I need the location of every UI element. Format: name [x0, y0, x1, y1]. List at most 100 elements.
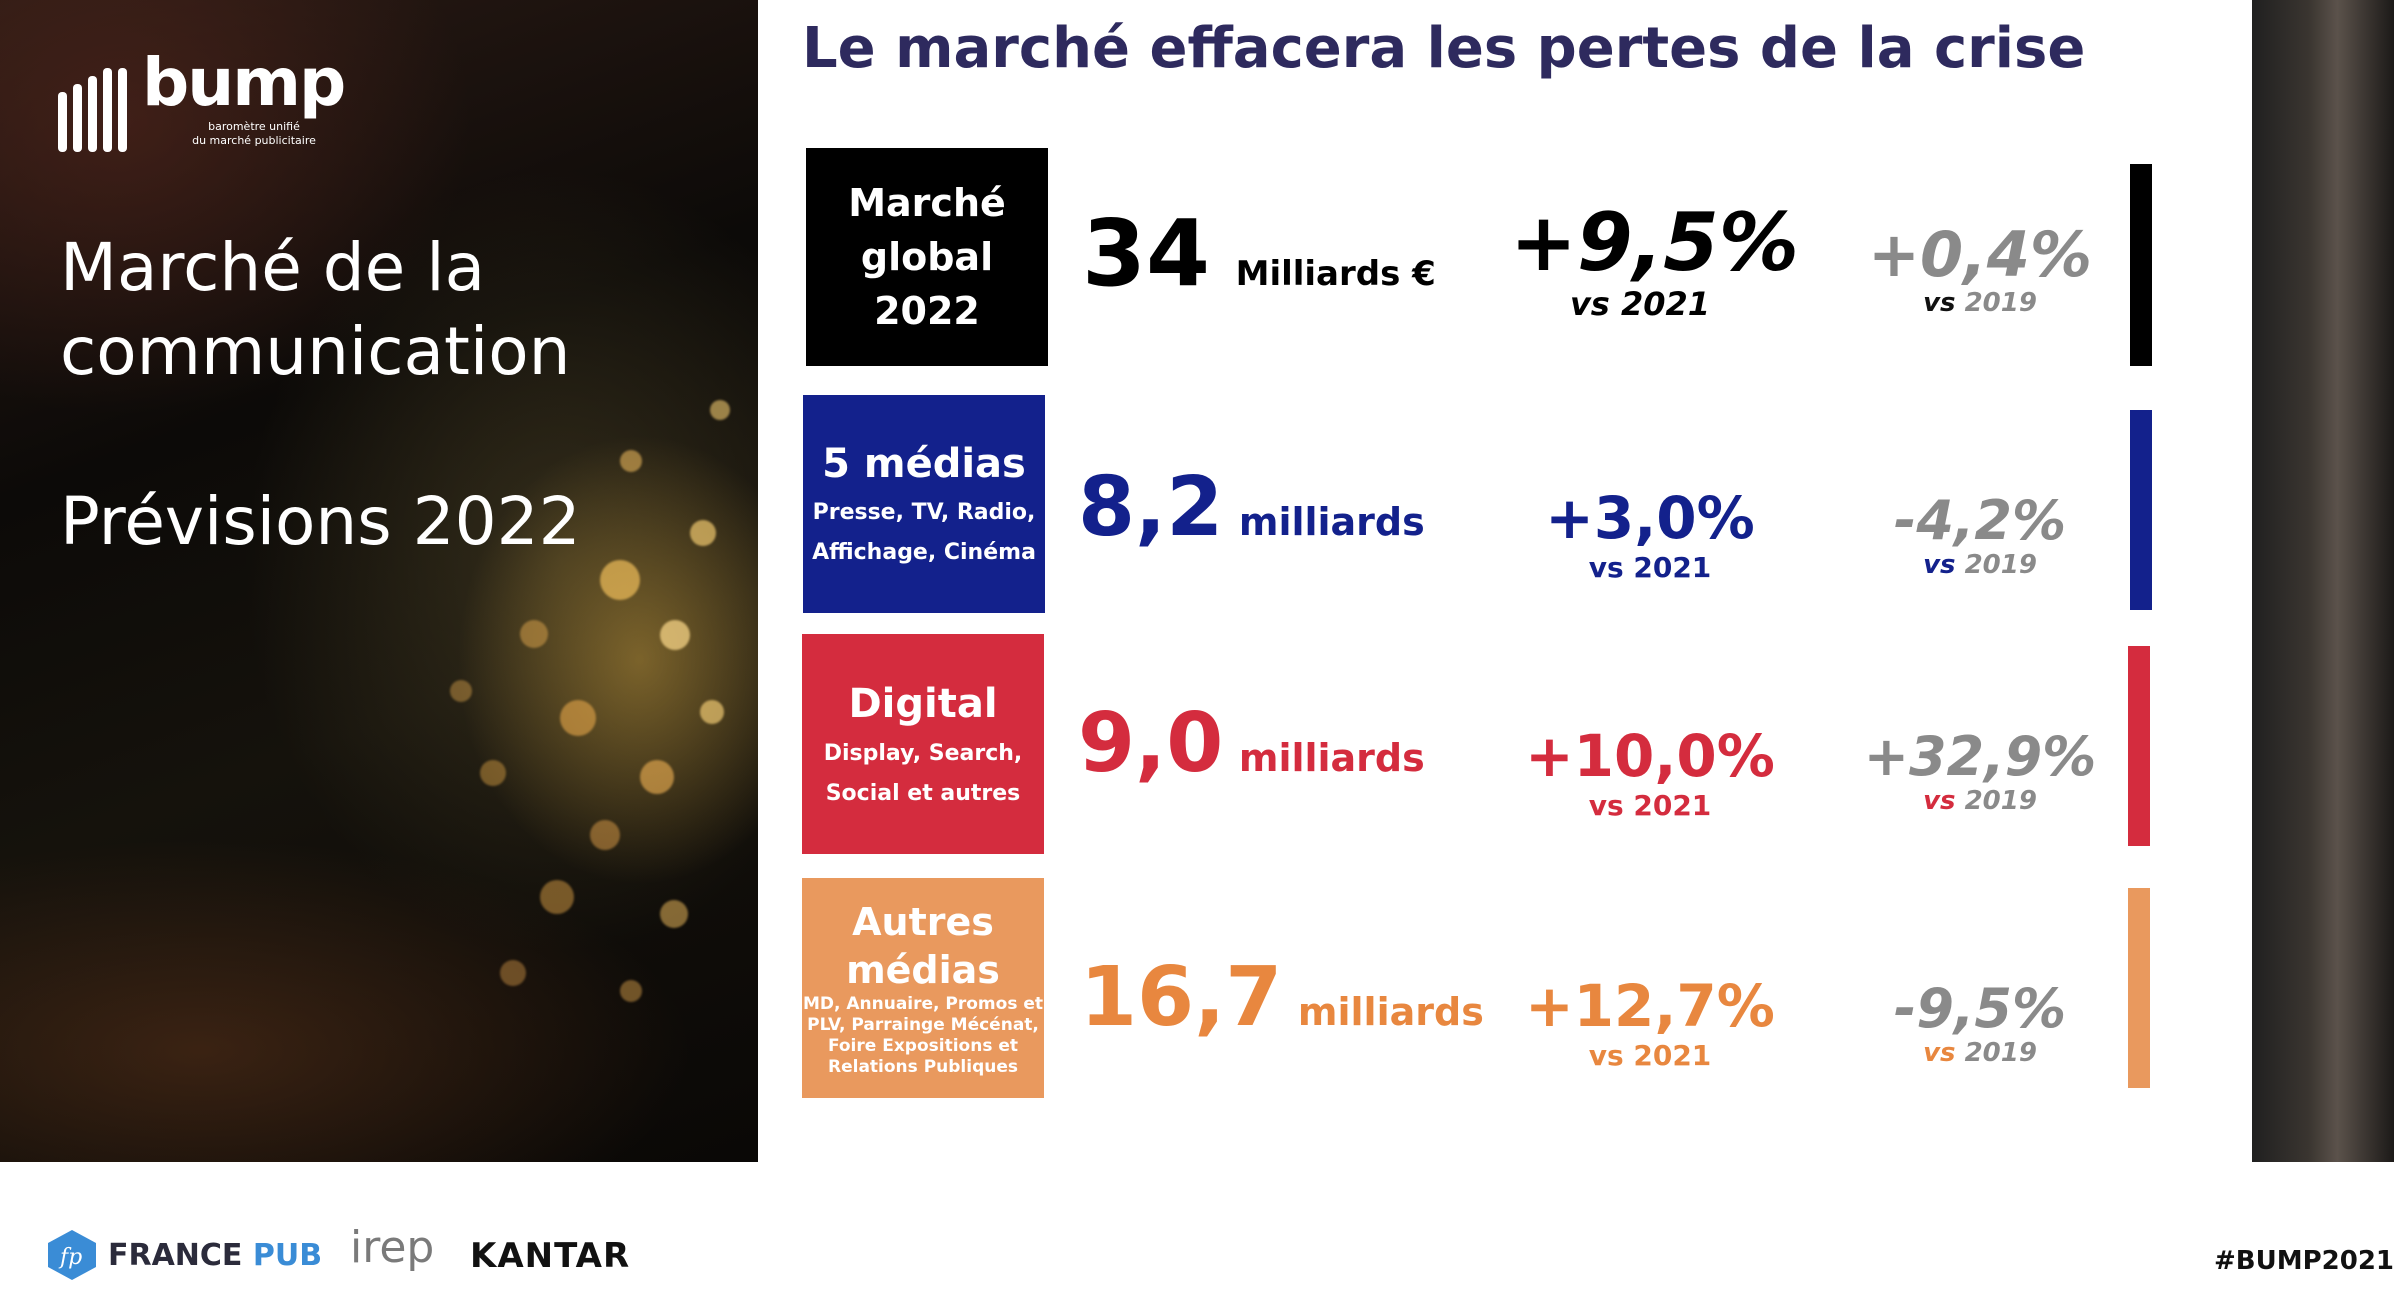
value-number: 34: [1082, 200, 1211, 307]
accent-bar-5-medias: [2130, 410, 2152, 610]
left-heading-line1: Marché de la: [60, 229, 486, 306]
bokeh-light: [520, 620, 548, 648]
change-label: vs 2019: [1840, 786, 2120, 816]
category-box-sub1: MD, Annuaire, Promos et: [802, 994, 1044, 1014]
fp-mark-text: fp: [58, 1245, 82, 1270]
category-box-sub1: Presse, TV, Radio,: [812, 500, 1036, 525]
bokeh-light: [690, 520, 716, 546]
irep-logo: irep: [350, 1222, 435, 1273]
change-label: vs 2021: [1569, 285, 1711, 323]
value-number: 16,7: [1080, 950, 1283, 1045]
category-box-line1: Marché: [848, 181, 1006, 225]
change-value: +10,0%: [1525, 722, 1775, 790]
bokeh-light: [660, 620, 690, 650]
vs-year: 2019: [1964, 786, 2037, 816]
category-box-sub3: Foire Expositions et: [827, 1036, 1019, 1056]
value-unit: milliards: [1238, 736, 1425, 780]
right-photo-strip: [2252, 0, 2394, 1162]
bokeh-light: [620, 980, 642, 1002]
left-heading: Marché de la communication: [60, 226, 570, 394]
bokeh-light: [500, 960, 526, 986]
change-label: vs 2019: [1840, 288, 2120, 318]
value-digital: 9,0 milliards: [1078, 696, 1425, 791]
change-vs-2021-digital: +10,0% vs 2021: [1510, 724, 1790, 824]
value-unit: milliards: [1297, 990, 1484, 1034]
change-vs-2019-global: +0,4% vs 2019: [1840, 218, 2120, 319]
change-vs-2021-global: +9,5% vs 2021: [1510, 196, 1799, 323]
kantar-logo: KANTAR: [470, 1236, 631, 1276]
value-autres-medias: 16,7 milliards: [1080, 950, 1484, 1045]
category-box-title: 5 médias: [822, 441, 1026, 487]
bokeh-light: [540, 880, 574, 914]
change-vs-2019-autres-medias: -9,5% vs 2019: [1840, 977, 2120, 1069]
value-unit: Milliards €: [1235, 254, 1436, 294]
change-value: +32,9%: [1863, 725, 2097, 788]
change-label: vs 2021: [1588, 551, 1712, 584]
accent-bar-global: [2130, 164, 2152, 366]
category-box-sub1: Display, Search,: [823, 741, 1023, 766]
bump-bars-icon: [58, 68, 127, 152]
category-box-line2: global: [860, 235, 994, 279]
category-box-title: Digital: [848, 681, 998, 727]
france-pub-logo: FRANCE PUB: [108, 1238, 322, 1273]
category-box-line3: 2022: [874, 289, 980, 333]
left-subheading: Prévisions 2022: [60, 483, 581, 560]
value-number: 9,0: [1078, 696, 1224, 791]
logo-wordmark: bump: [142, 44, 346, 121]
change-value: -4,2%: [1893, 489, 2067, 552]
france-pub-word1: FRANCE: [108, 1238, 243, 1273]
change-value: +9,5%: [1510, 196, 1799, 289]
hero-photo-panel: bump baromètre unifié du marché publicit…: [0, 0, 758, 1162]
change-value: +3,0%: [1545, 484, 1755, 552]
bokeh-light: [700, 700, 724, 724]
bokeh-light: [710, 400, 730, 420]
bokeh-light: [590, 820, 620, 850]
value-unit: milliards: [1238, 500, 1425, 544]
bokeh-light: [620, 450, 642, 472]
change-vs-2021-autres-medias: +12,7% vs 2021: [1510, 974, 1790, 1074]
change-value: -9,5%: [1893, 977, 2067, 1040]
bokeh-light: [560, 700, 596, 736]
left-heading-line2: communication: [60, 313, 571, 390]
change-vs-2021-5-medias: +3,0% vs 2021: [1510, 486, 1790, 586]
slide-title: Le marché effacera les pertes de la cris…: [802, 16, 2086, 81]
vs-text: vs: [1923, 288, 1956, 318]
value-global: 34 Milliards €: [1082, 200, 1436, 307]
change-vs-2019-5-medias: -4,2% vs 2019: [1840, 489, 2120, 581]
logo-tagline-line1: baromètre unifié: [208, 120, 300, 133]
change-label: vs 2019: [1840, 550, 2120, 580]
category-box-sub2: Affichage, Cinéma: [812, 540, 1036, 565]
france-pub-word2: PUB: [252, 1238, 323, 1273]
accent-bar-digital: [2128, 646, 2150, 846]
change-value: +12,7%: [1525, 972, 1775, 1040]
vs-text: vs: [1923, 550, 1956, 580]
change-label: vs 2019: [1840, 1038, 2120, 1068]
change-value: +0,4%: [1868, 218, 2092, 291]
vs-year: 2019: [1964, 550, 2037, 580]
category-box-5-medias: 5 médias Presse, TV, Radio, Affichage, C…: [803, 395, 1045, 613]
value-number: 8,2: [1078, 460, 1224, 555]
vs-year: 2019: [1964, 288, 2037, 318]
logo-tagline-line2: du marché publicitaire: [192, 134, 316, 147]
vs-year: 2019: [1964, 1038, 2037, 1068]
bokeh-light: [480, 760, 506, 786]
change-label: vs 2021: [1588, 1039, 1712, 1072]
vs-text: vs: [1923, 1038, 1956, 1068]
logo-tagline: baromètre unifié du marché publicitaire: [154, 120, 354, 148]
bokeh-light: [450, 680, 472, 702]
category-box-sub4: Relations Publiques: [828, 1057, 1018, 1077]
category-box-global: Marché global 2022: [806, 148, 1048, 366]
category-box-title-line1: Autres: [852, 900, 994, 944]
vs-text: vs: [1923, 786, 1956, 816]
change-label: vs 2021: [1588, 789, 1712, 822]
bokeh-light: [600, 560, 640, 600]
category-box-digital: Digital Display, Search, Social et autre…: [802, 634, 1044, 854]
category-box-autres-medias: Autres médias MD, Annuaire, Promos et PL…: [802, 878, 1044, 1098]
accent-bar-autres-medias: [2128, 888, 2150, 1088]
france-pub-logo-icon: fp: [48, 1230, 96, 1280]
category-box-sub2: PLV, Parrainge Mécénat,: [807, 1015, 1039, 1035]
bokeh-light: [640, 760, 674, 794]
change-vs-2019-digital: +32,9% vs 2019: [1840, 725, 2120, 817]
bokeh-light: [660, 900, 688, 928]
value-5-medias: 8,2 milliards: [1078, 460, 1425, 555]
